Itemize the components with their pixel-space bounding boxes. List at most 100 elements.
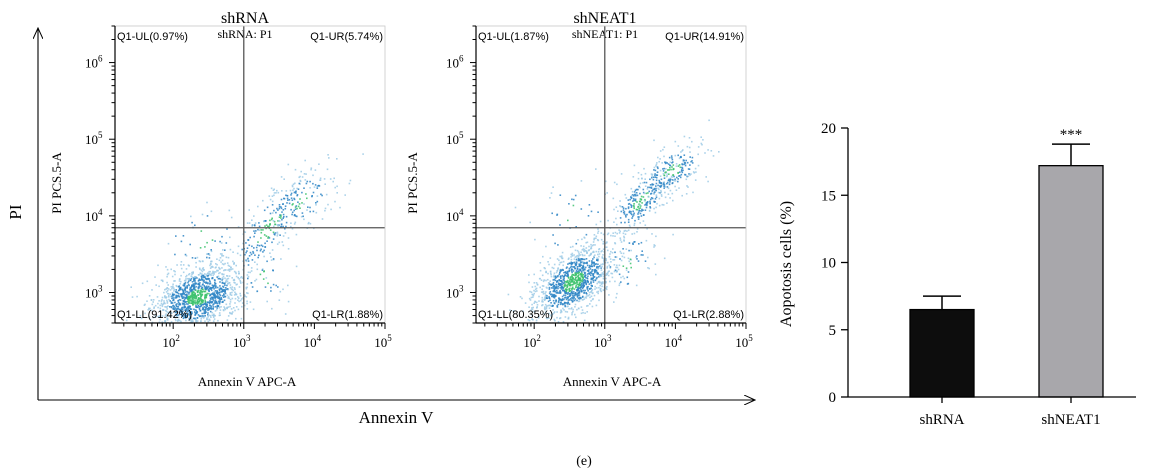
event-dot (678, 187, 680, 189)
event-dot (314, 184, 317, 186)
event-dot (594, 254, 596, 256)
event-dot (552, 293, 554, 296)
event-dot (275, 284, 277, 287)
event-dot (559, 291, 562, 294)
event-dot (635, 192, 638, 194)
event-dot (542, 301, 544, 303)
event-dot (227, 264, 230, 267)
event-dot (207, 309, 209, 312)
event-dot (280, 207, 283, 210)
event-dot (599, 267, 602, 269)
event-dot (577, 307, 580, 310)
event-dot (627, 271, 630, 273)
event-dot (240, 276, 243, 278)
event-dot (662, 172, 665, 175)
event-dot (679, 156, 682, 158)
event-dot (557, 267, 559, 269)
event-dot (612, 232, 614, 234)
event-dot (663, 182, 665, 184)
event-dot (573, 288, 576, 290)
event-dot (552, 186, 554, 188)
event-dot (583, 254, 586, 257)
event-dot (245, 251, 247, 254)
event-dot (210, 274, 212, 277)
event-dot (292, 203, 294, 205)
event-dot (586, 287, 588, 289)
event-dot (619, 258, 621, 260)
event-dot (590, 291, 592, 293)
event-dot (216, 304, 219, 307)
event-dot (160, 302, 163, 305)
event-dot (677, 180, 679, 183)
event-dot (643, 192, 646, 195)
event-dot (601, 257, 604, 259)
event-dot (659, 169, 662, 172)
event-dot (166, 281, 168, 284)
event-dot (540, 291, 543, 293)
event-dot (270, 286, 272, 289)
event-dot (531, 293, 533, 296)
event-dot (295, 192, 297, 194)
event-dot (219, 278, 222, 280)
y-tick-label: 104 (85, 207, 103, 224)
event-dot (603, 275, 605, 278)
event-dot (178, 285, 181, 287)
event-dot (630, 266, 632, 269)
event-dot (599, 275, 602, 278)
event-dot (567, 297, 569, 299)
event-dot (657, 167, 659, 170)
event-dot (639, 222, 641, 224)
event-dot (552, 234, 554, 236)
event-dot (188, 317, 191, 320)
event-dot (197, 294, 199, 296)
event-dot (247, 257, 249, 260)
event-dot (182, 293, 184, 295)
event-dot (212, 307, 214, 310)
event-dot (620, 173, 623, 175)
event-dot (552, 290, 555, 293)
event-dot (569, 282, 571, 285)
event-dot (174, 301, 176, 304)
event-dot (532, 294, 535, 297)
event-dot (555, 300, 557, 303)
event-dot (170, 302, 173, 304)
event-dot (601, 265, 603, 268)
event-dot (207, 286, 209, 289)
event-dot (571, 286, 574, 288)
event-dot (578, 254, 580, 257)
event-dot (651, 190, 653, 192)
event-dot (247, 260, 250, 262)
event-dot (609, 267, 612, 269)
x-tick-base: 10 (594, 335, 607, 350)
event-dot (678, 157, 681, 160)
event-dot (674, 180, 677, 182)
event-dot (153, 306, 155, 308)
event-dot (204, 302, 207, 304)
event-dot (543, 313, 546, 315)
event-dot (203, 303, 205, 305)
event-dot (255, 278, 258, 281)
event-dot (265, 235, 268, 237)
event-dot (237, 296, 239, 298)
event-dot (536, 304, 539, 306)
event-dot (195, 285, 197, 288)
event-dot (281, 211, 283, 213)
event-dot (230, 268, 232, 271)
event-dot (207, 312, 209, 314)
event-dot (663, 155, 665, 158)
event-dot (660, 182, 663, 185)
event-dot (584, 296, 587, 299)
event-dot (298, 176, 300, 179)
event-dot (607, 270, 610, 273)
event-dot (186, 298, 189, 301)
event-dot (623, 239, 625, 241)
event-dot (672, 199, 674, 202)
event-dot (602, 233, 605, 236)
event-dot (568, 303, 571, 305)
event-dot (274, 223, 277, 226)
event-dot (536, 307, 538, 309)
apoptosis-bar-chart: Aopotosis cells (%) *** shRNA shNEAT10510… (778, 121, 1136, 428)
plot-border (475, 25, 747, 324)
event-dot (686, 175, 688, 178)
event-dot (566, 297, 569, 300)
